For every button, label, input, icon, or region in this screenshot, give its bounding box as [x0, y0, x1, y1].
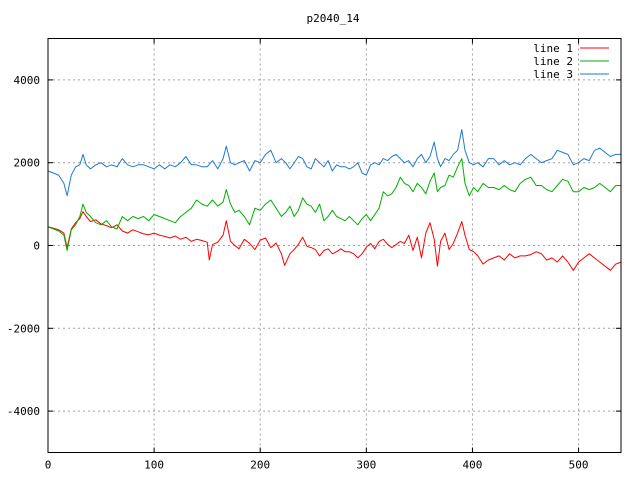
- y-tick-label: -4000: [7, 405, 40, 418]
- x-tick-label: 400: [463, 459, 483, 472]
- y-tick-label: 4000: [14, 74, 41, 87]
- series-line-3: [47, 129, 621, 197]
- x-tick-label: 300: [356, 459, 376, 472]
- x-tick-label: 500: [569, 459, 589, 472]
- series-line-2: [47, 158, 621, 251]
- y-tick-label: 0: [33, 240, 40, 253]
- series-line-1: [47, 211, 622, 271]
- series-lines: [47, 129, 622, 271]
- axis-ticks: 0 100 200 300 400 500 4000 2000 0 -2000 -4000: [7, 38, 621, 472]
- y-tick-label: -2000: [7, 322, 40, 335]
- chart-title: p2040_14: [307, 12, 360, 25]
- y-tick-label: 2000: [14, 157, 41, 170]
- x-tick-label: 200: [250, 459, 270, 472]
- legend-label: line 3: [533, 68, 573, 81]
- x-tick-label: 0: [45, 459, 52, 472]
- legend-label: line 2: [533, 55, 573, 68]
- x-tick-label: 100: [144, 459, 164, 472]
- legend-label: line 1: [533, 42, 573, 55]
- grid-lines: [48, 38, 621, 453]
